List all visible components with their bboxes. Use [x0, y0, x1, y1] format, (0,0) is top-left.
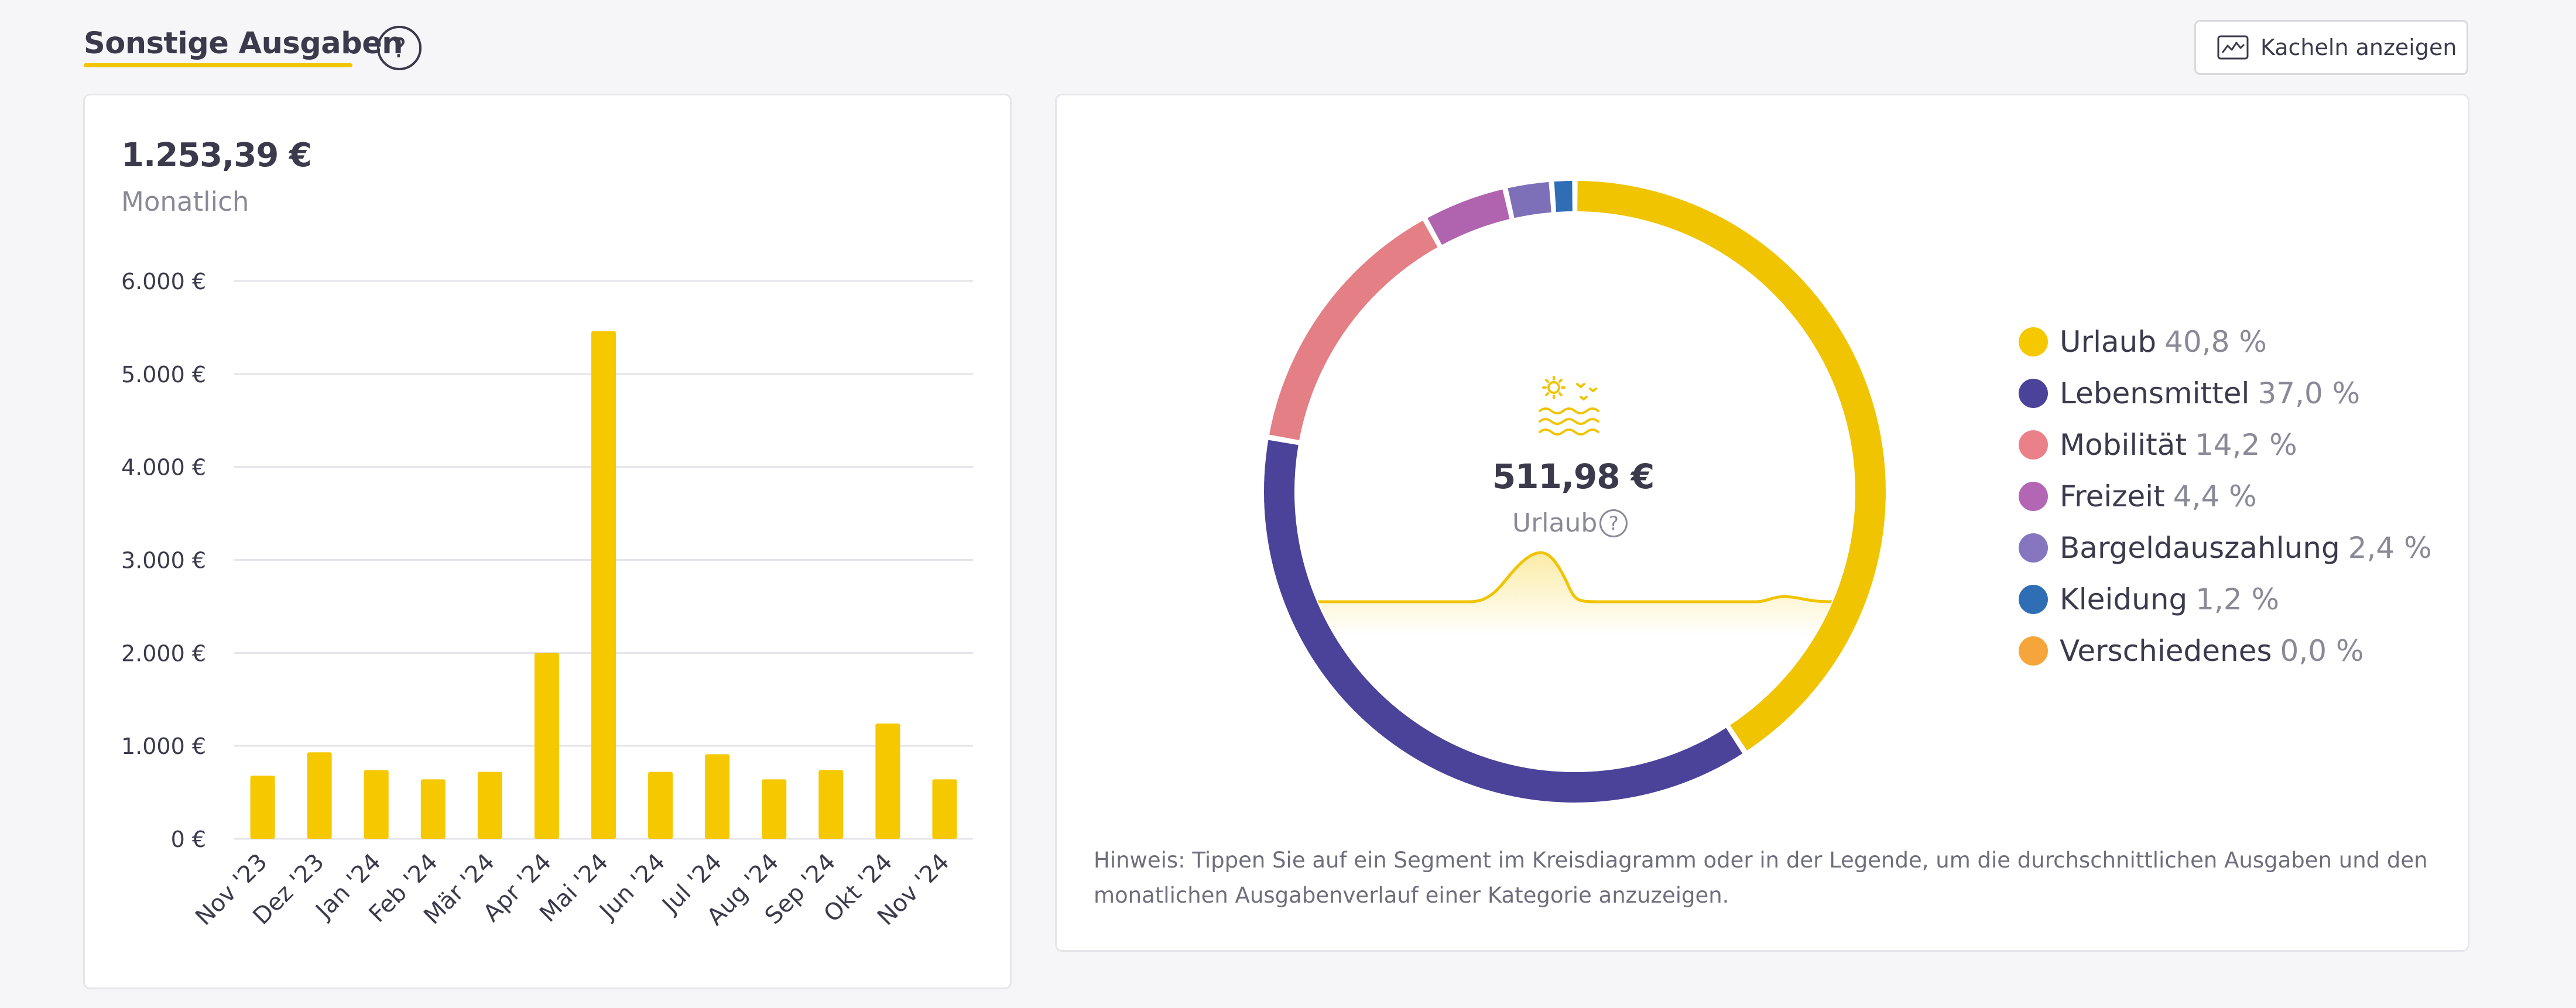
- legend-label: Lebensmittel: [2060, 376, 2250, 410]
- total-amount: 1.253,39 €: [121, 136, 312, 174]
- monthly-chart-card: [83, 94, 1012, 989]
- legend-item[interactable]: Mobilität 14,2 %: [2019, 419, 2432, 471]
- legend-label: Bargeldauszahlung: [2060, 531, 2340, 565]
- monthly-bar-chart[interactable]: 0 € 1.000 € 2.000 € 3.000 € 4.000 € 5.000 € 6.…: [83, 234, 1012, 989]
- bar[interactable]: [591, 331, 616, 839]
- legend-item[interactable]: Kleidung 1,2 %: [2019, 574, 2432, 625]
- chart-line-icon: [2217, 35, 2249, 60]
- bar[interactable]: [875, 724, 900, 839]
- legend-item[interactable]: Verschiedenes 0,0 %: [2019, 625, 2432, 677]
- category-donut-chart[interactable]: [1247, 164, 1903, 820]
- legend-percent: 1,2 %: [2195, 582, 2280, 616]
- hint-text: Hinweis: Tippen Sie auf ein Segment im K…: [1094, 848, 2428, 908]
- legend-percent: 2,4 %: [2348, 531, 2432, 565]
- bar[interactable]: [534, 653, 559, 839]
- bar[interactable]: [648, 772, 673, 839]
- bar[interactable]: [250, 775, 275, 839]
- center-category-label: Urlaub: [1512, 508, 1598, 538]
- bar[interactable]: [932, 779, 957, 839]
- y-tick-label: 2.000 €: [121, 640, 206, 666]
- legend-item[interactable]: Freizeit 4,4 %: [2019, 471, 2432, 522]
- bar[interactable]: [705, 754, 730, 839]
- y-tick-label: 1.000 €: [121, 733, 206, 759]
- help-icon: ?: [392, 32, 407, 64]
- page-title: Sonstige Ausgaben: [84, 26, 403, 61]
- legend-percent: 4,4 %: [2173, 479, 2257, 513]
- trend-line: [1296, 551, 1854, 604]
- legend-color-dot: [2019, 379, 2048, 408]
- bar[interactable]: [420, 779, 446, 839]
- legend-color-dot: [2019, 533, 2048, 563]
- title-underline: [84, 63, 352, 67]
- trend-area: [1296, 553, 1854, 637]
- legend-percent: 0,0 %: [2280, 634, 2364, 668]
- center-help-icon[interactable]: ?: [1599, 509, 1628, 537]
- legend-percent: 14,2 %: [2195, 428, 2297, 462]
- y-tick-label: 0 €: [171, 827, 206, 852]
- y-tick-label: 6.000 €: [121, 269, 206, 294]
- legend-color-dot: [2019, 636, 2048, 666]
- sun-waves-icon: [1539, 376, 1599, 436]
- help-button[interactable]: ?: [377, 26, 422, 70]
- legend-item[interactable]: Bargeldauszahlung 2,4 %: [2019, 522, 2432, 574]
- legend-item[interactable]: Lebensmittel 37,0 %: [2019, 368, 2432, 419]
- legend-color-dot: [2019, 327, 2048, 356]
- y-tick-label: 4.000 €: [121, 455, 206, 481]
- legend-label: Verschiedenes: [2060, 634, 2272, 668]
- bar[interactable]: [762, 779, 787, 839]
- legend-label: Mobilität: [2060, 428, 2187, 462]
- bar[interactable]: [307, 752, 332, 839]
- bar[interactable]: [477, 772, 502, 839]
- legend-percent: 37,0 %: [2258, 376, 2361, 410]
- legend-label: Urlaub: [2060, 325, 2157, 359]
- tiles-button-label: Kacheln anzeigen: [2260, 35, 2457, 60]
- y-tick-label: 3.000 €: [121, 548, 206, 574]
- legend-color-dot: [2019, 482, 2048, 511]
- legend-percent: 40,8 %: [2164, 325, 2267, 359]
- donut-segment-mobilität[interactable]: [1269, 220, 1438, 441]
- total-period: Monatlich: [121, 186, 249, 217]
- tiles-button[interactable]: Kacheln anzeigen: [2194, 20, 2468, 75]
- category-legend: Urlaub 40,8 % Lebensmittel 37,0 % Mobilität 1…: [2019, 316, 2432, 677]
- bar[interactable]: [364, 770, 389, 839]
- legend-label: Freizeit: [2060, 479, 2165, 513]
- center-label-row: Urlaub ?: [1512, 508, 1628, 538]
- legend-color-dot: [2019, 585, 2048, 614]
- donut-segment-bargeldauszahlung[interactable]: [1508, 181, 1552, 218]
- legend-color-dot: [2019, 430, 2048, 460]
- donut-segment-lebensmittel[interactable]: [1264, 440, 1743, 803]
- center-amount: 511,98 €: [1492, 457, 1654, 496]
- legend-item[interactable]: Urlaub 40,8 %: [2019, 316, 2432, 368]
- donut-segment-urlaub[interactable]: [1577, 181, 1886, 751]
- bar[interactable]: [818, 770, 844, 839]
- donut-segment-freizeit[interactable]: [1427, 189, 1510, 245]
- legend-label: Kleidung: [2060, 582, 2188, 616]
- donut-segment-kleidung[interactable]: [1554, 181, 1573, 212]
- y-tick-label: 5.000 €: [121, 362, 206, 388]
